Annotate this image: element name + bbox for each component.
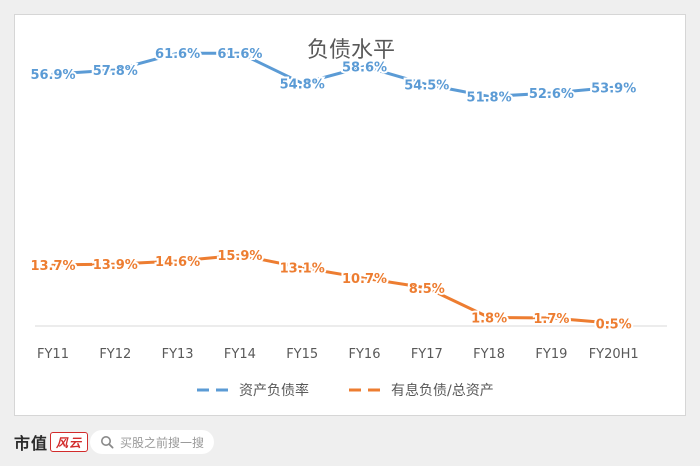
data-label: 1.7% xyxy=(533,312,569,327)
series-line-1 xyxy=(51,51,616,98)
data-label: 57.8% xyxy=(93,64,138,79)
data-point xyxy=(300,266,304,270)
footer-bar: 市值 风云 买股之前搜一搜 xyxy=(0,422,700,466)
chart-card: 负债水平 FY11 FY12 FY13 FY14 FY15 FY16 FY17 FY18 FY19… xyxy=(14,14,686,416)
data-point xyxy=(51,72,55,76)
data-label: 61.6% xyxy=(155,47,200,62)
data-point xyxy=(363,64,366,68)
data-point xyxy=(176,51,180,55)
data-label: 13.7% xyxy=(30,259,75,274)
search-placeholder: 买股之前搜一搜 xyxy=(120,435,205,450)
data-point xyxy=(487,95,491,99)
data-point xyxy=(549,91,553,95)
series-line-2 xyxy=(51,253,616,325)
x-tick-label: FY15 xyxy=(286,347,318,362)
x-tick-label: FY19 xyxy=(535,347,567,362)
data-label: 14.6% xyxy=(155,255,200,270)
data-point xyxy=(300,81,304,85)
x-tick-label: FY16 xyxy=(349,347,381,362)
data-point xyxy=(425,83,429,87)
data-point xyxy=(612,321,616,325)
data-label: 52.6% xyxy=(529,87,574,102)
data-point xyxy=(612,85,616,89)
x-tick-label: FY20H1 xyxy=(589,347,639,362)
data-label: 58.6% xyxy=(342,60,387,75)
search-input[interactable]: 买股之前搜一搜 xyxy=(90,430,214,454)
data-label: 51.8% xyxy=(467,91,512,106)
data-point xyxy=(113,68,117,72)
x-tick-label: FY12 xyxy=(99,347,131,362)
legend-label-1: 资产负债率 xyxy=(239,382,309,399)
data-label: 53.9% xyxy=(591,81,636,96)
brand-text: 市值 xyxy=(14,434,49,453)
data-label: 13.9% xyxy=(93,258,138,273)
data-label: 54.5% xyxy=(404,79,449,94)
data-point xyxy=(487,316,491,320)
data-label: 13.1% xyxy=(280,262,325,277)
data-point xyxy=(238,253,242,257)
data-point xyxy=(113,262,117,266)
data-point xyxy=(51,263,55,267)
data-label: 56.9% xyxy=(30,68,75,83)
data-label: 54.8% xyxy=(280,77,325,92)
data-label: 61.6% xyxy=(217,47,262,62)
search-icon xyxy=(101,436,114,449)
x-tick-label: FY18 xyxy=(473,347,505,362)
x-tick-label: FY13 xyxy=(162,347,194,362)
data-point xyxy=(549,316,553,320)
data-point xyxy=(238,51,242,55)
legend-label-2: 有息负债/总资产 xyxy=(391,382,494,399)
chart-title: 负债水平 xyxy=(307,38,395,63)
data-label: 1.8% xyxy=(471,312,507,327)
data-point xyxy=(363,276,366,280)
data-point xyxy=(425,286,429,290)
x-tick-label: FY11 xyxy=(37,347,69,362)
data-label: 15.9% xyxy=(217,249,262,264)
data-label: 10.7% xyxy=(342,272,387,287)
x-tick-label: FY14 xyxy=(224,347,256,362)
data-point xyxy=(176,259,180,263)
data-label: 0.5% xyxy=(596,317,632,332)
x-tick-label: FY17 xyxy=(411,347,443,362)
brand-logo[interactable]: 市值 风云 xyxy=(14,430,89,454)
line-chart: 负债水平 FY11 FY12 FY13 FY14 FY15 FY16 FY17 FY18 FY19… xyxy=(28,38,667,399)
brand-mark: 风云 xyxy=(50,432,89,452)
data-label: 8.5% xyxy=(409,282,445,297)
